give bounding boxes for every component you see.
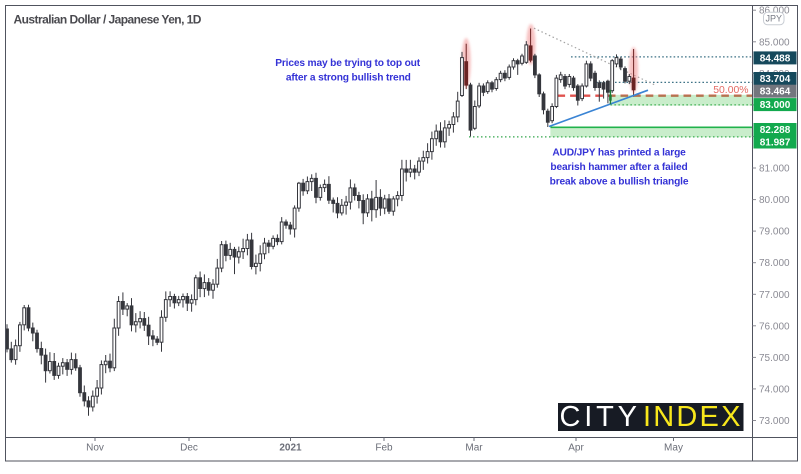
svg-text:73.000: 73.000 — [759, 416, 790, 427]
svg-text:CITY: CITY — [560, 401, 641, 433]
svg-text:2021: 2021 — [279, 443, 302, 454]
svg-text:break above a bullish triangle: break above a bullish triangle — [550, 177, 689, 188]
svg-text:Feb: Feb — [375, 443, 393, 454]
svg-text:85.000: 85.000 — [759, 37, 790, 48]
svg-text:bearish hammer after a failed: bearish hammer after a failed — [550, 162, 687, 173]
svg-text:84.488: 84.488 — [760, 53, 791, 64]
svg-text:INDEX: INDEX — [643, 401, 743, 433]
svg-text:AUD/JPY has printed a large: AUD/JPY has printed a large — [552, 148, 686, 159]
svg-text:Nov: Nov — [86, 443, 104, 454]
svg-text:81.987: 81.987 — [760, 138, 791, 149]
svg-text:after a strong bullish trend: after a strong bullish trend — [286, 73, 411, 84]
svg-text:77.000: 77.000 — [759, 290, 790, 301]
svg-text:76.000: 76.000 — [759, 321, 790, 332]
svg-text:50.00%: 50.00% — [713, 85, 748, 96]
svg-text:78.000: 78.000 — [759, 258, 790, 269]
svg-text:Apr: Apr — [568, 443, 584, 454]
svg-text:79.000: 79.000 — [759, 227, 790, 238]
svg-text:80.000: 80.000 — [759, 195, 790, 206]
svg-text:75.000: 75.000 — [759, 353, 790, 364]
svg-text:83.704: 83.704 — [760, 74, 791, 85]
svg-text:74.000: 74.000 — [759, 384, 790, 395]
svg-text:82.288: 82.288 — [760, 125, 791, 136]
svg-text:83.000: 83.000 — [760, 100, 791, 111]
svg-text:81.000: 81.000 — [759, 164, 790, 175]
svg-text:86.000: 86.000 — [759, 6, 790, 17]
svg-text:83.464: 83.464 — [760, 87, 791, 98]
svg-text:Dec: Dec — [180, 443, 198, 454]
svg-text:May: May — [664, 443, 683, 454]
svg-text:JPY: JPY — [765, 14, 782, 24]
svg-text:Prices may be trying to top ou: Prices may be trying to top out — [275, 58, 421, 69]
svg-text:Mar: Mar — [465, 443, 483, 454]
svg-text:Australian Dollar / Japanese Y: Australian Dollar / Japanese Yen, 1D — [14, 13, 202, 27]
